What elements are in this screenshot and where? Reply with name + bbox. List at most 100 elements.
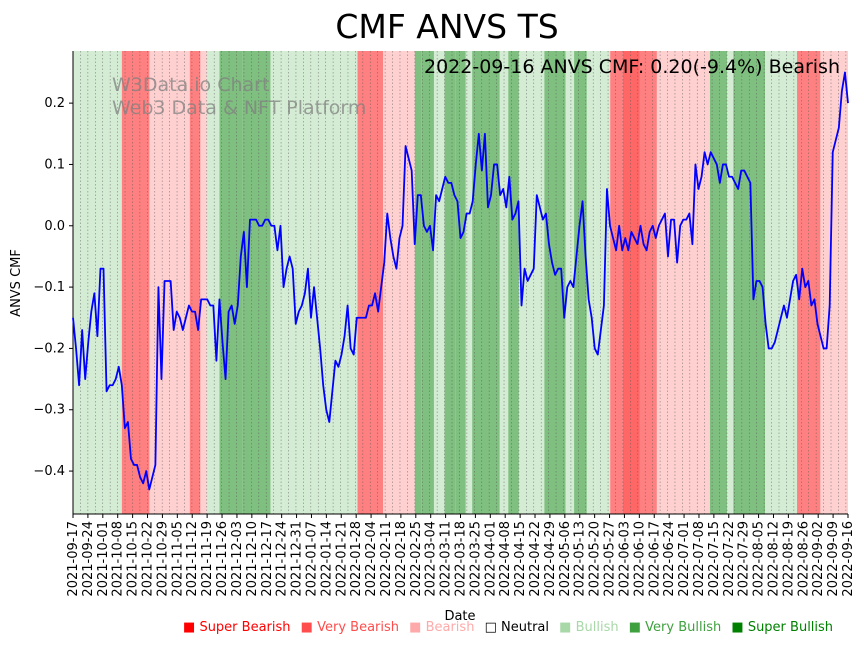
signal-region	[206, 51, 220, 514]
y-tick-label: −0.4	[33, 464, 65, 479]
x-tick-label: 2022-05-27	[603, 521, 618, 597]
x-tick-label: 2022-07-01	[677, 521, 692, 597]
signal-region	[455, 51, 466, 514]
signal-region	[656, 51, 710, 514]
signal-region	[189, 51, 201, 514]
watermark-line-2: Web3 Data & NFT Platform	[112, 97, 366, 119]
chart-annotation: 2022-09-16 ANVS CMF: 0.20(-9.4%) Bearish	[424, 56, 840, 78]
x-tick-label: 2021-11-19	[200, 521, 215, 597]
x-tick-label: 2021-12-31	[290, 521, 305, 597]
signal-region	[73, 51, 122, 514]
x-tick-label: 2022-01-21	[334, 521, 349, 597]
x-tick-label: 2022-09-09	[826, 521, 841, 597]
x-tick-label: 2022-02-25	[409, 521, 424, 597]
x-tick-label: 2021-10-29	[155, 521, 170, 597]
x-tick-label: 2022-01-14	[319, 521, 334, 597]
x-tick-label: 2022-08-26	[796, 521, 811, 597]
signal-region	[283, 51, 358, 514]
signal-region	[586, 51, 596, 514]
x-tick-label: 2022-04-22	[528, 521, 543, 597]
x-tick-label: 2021-10-15	[126, 521, 141, 597]
x-tick-label: 2021-11-05	[170, 521, 185, 597]
watermark-line-1: W3Data.io Chart	[112, 74, 269, 96]
signal-region	[544, 51, 566, 514]
legend-swatch: ■	[300, 620, 313, 635]
x-tick-label: 2021-12-24	[275, 521, 290, 597]
x-axis-label: Date	[444, 609, 475, 624]
x-tick-label: 2022-08-19	[781, 521, 796, 597]
x-tick-label: 2022-05-20	[588, 521, 603, 597]
signal-region	[639, 51, 657, 514]
legend-swatch: □	[484, 620, 497, 635]
legend-swatch: ■	[628, 620, 642, 635]
x-tick-label: 2021-09-24	[81, 521, 96, 597]
signal-region	[465, 51, 473, 514]
signal-regions	[73, 51, 848, 514]
x-tick-label: 2022-07-08	[692, 521, 707, 597]
x-tick-label: 2022-07-15	[707, 521, 722, 597]
x-tick-label: 2021-10-01	[96, 521, 111, 597]
signal-region	[444, 51, 456, 514]
x-tick-label: 2021-10-08	[111, 521, 126, 597]
legend-label: Neutral	[501, 620, 549, 635]
x-tick-label: 2022-02-18	[394, 521, 409, 597]
x-tick-label: 2022-07-29	[737, 521, 752, 597]
x-tick-label: 2022-03-11	[439, 521, 454, 597]
y-ticks: −0.4 −0.3 −0.2 −0.1 0.0 0.1 0.2	[33, 96, 73, 479]
cmf-series-line	[72, 71, 849, 491]
signal-region	[610, 51, 623, 514]
y-tick-label: 0.2	[44, 96, 65, 111]
x-tick-label: 2021-11-26	[215, 521, 230, 597]
x-tick-label: 2022-04-29	[543, 521, 558, 597]
legend-label: Super Bearish	[199, 620, 291, 635]
legend-swatch: ■	[183, 620, 196, 635]
legend-neutral: □ Neutral	[485, 620, 549, 635]
date-gridlines	[72, 51, 847, 514]
legend-super-bullish: ■ Super Bullish	[731, 620, 833, 635]
legend-label: Bullish	[575, 620, 619, 635]
x-tick-label: 2022-05-06	[558, 521, 573, 597]
y-tick-label: 0.1	[44, 157, 65, 172]
x-tick-label: 2022-03-25	[468, 521, 483, 597]
x-tick-label: 2021-11-12	[185, 521, 200, 597]
x-tick-label: 2022-06-10	[632, 521, 647, 597]
x-tick-label: 2022-02-11	[379, 521, 394, 597]
x-tick-label: 2022-09-02	[811, 521, 826, 597]
legend-super-bearish: ■ Super Bearish	[183, 620, 291, 635]
x-tick-label: 2022-08-12	[766, 521, 781, 597]
signal-region	[433, 51, 445, 514]
x-tick-label: 2021-12-10	[245, 521, 260, 597]
x-tick-label: 2022-06-24	[662, 521, 677, 597]
x-tick-label: 2022-07-22	[722, 521, 737, 597]
legend-very-bullish: ■ Very Bullish	[629, 620, 722, 635]
y-tick-label: 0.0	[44, 219, 65, 234]
signal-region	[121, 51, 150, 514]
legend-label: Very Bearish	[317, 620, 399, 635]
x-tick-label: 2022-09-16	[841, 521, 856, 597]
x-tick-label: 2021-09-17	[66, 521, 81, 597]
legend-label: Very Bullish	[645, 620, 722, 635]
signal-region	[595, 51, 611, 514]
x-tick-label: 2021-12-03	[230, 521, 245, 597]
y-tick-label: −0.1	[33, 280, 65, 295]
legend-bullish: ■ Bullish	[559, 620, 618, 635]
x-tick-label: 2022-04-15	[513, 521, 528, 597]
x-tick-label: 2022-06-03	[617, 521, 632, 597]
signal-region	[472, 51, 500, 514]
legend-label: Bearish	[425, 620, 475, 635]
x-tick-label: 2022-02-04	[364, 521, 379, 597]
signal-region	[421, 51, 434, 514]
x-tick-label: 2022-05-13	[573, 521, 588, 597]
signal-region	[709, 51, 727, 514]
signal-region	[219, 51, 243, 514]
y-tick-label: −0.2	[33, 341, 65, 356]
legend-swatch: ■	[731, 620, 744, 635]
legend-bearish: ■ Bearish	[409, 620, 474, 635]
x-tick-label: 2022-06-17	[647, 521, 662, 597]
x-tick-label: 2022-03-18	[454, 521, 469, 597]
signal-region	[820, 51, 848, 514]
signal-region	[726, 51, 734, 514]
x-tick-label: 2022-04-08	[498, 521, 513, 597]
legend: ■ Super Bearish ■ Very Bearish ■ Bearish…	[183, 620, 839, 635]
